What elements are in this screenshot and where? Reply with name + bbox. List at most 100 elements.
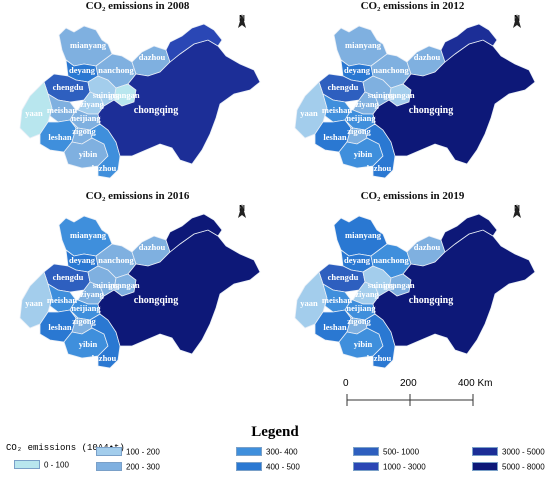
label-suining: suining (368, 90, 395, 100)
label-nanchong: nanchong (373, 65, 409, 75)
north-arrow-icon: N (511, 14, 523, 28)
label-chongqing: chongqing (134, 295, 178, 306)
label-neijiang: neijiang (71, 303, 101, 313)
label-chengdu: chengdu (53, 272, 84, 282)
label-suining: suining (93, 280, 120, 290)
legend-label: 200 - 300 (126, 462, 160, 472)
label-luzhou: luzhou (367, 353, 392, 363)
legend-title: Legend (251, 424, 299, 440)
label-luzhou: luzhou (367, 163, 392, 173)
label-yibin: yibin (79, 149, 98, 159)
label-ziyang: ziyang (355, 99, 379, 109)
label-chengdu: chengdu (328, 272, 359, 282)
label-chongqing: chongqing (409, 295, 453, 306)
label-guangan: guangan (383, 280, 414, 290)
legend-label: 300- 400 (266, 447, 298, 457)
label-leshan: leshan (323, 322, 346, 332)
label-suining: suining (93, 90, 120, 100)
legend-label: 400 - 500 (266, 462, 300, 472)
label-mianyang: mianyang (345, 40, 382, 50)
panel-title: CO₂ emissions in 2016 (85, 190, 190, 202)
label-nanchong: nanchong (373, 255, 409, 265)
label-meishan: meishan (47, 295, 78, 305)
legend-label: 5000 - 8000 (502, 462, 545, 472)
label-yibin: yibin (354, 149, 373, 159)
legend-label: 500- 1000 (383, 447, 420, 457)
label-meishan: meishan (47, 105, 78, 115)
scale-tick-400: 400 Km (458, 378, 493, 389)
label-leshan: leshan (48, 132, 71, 142)
label-guangan: guangan (108, 280, 139, 290)
scale-tick-200: 200 (400, 378, 417, 389)
label-mianyang: mianyang (70, 230, 107, 240)
label-dazhou: dazhou (139, 242, 166, 252)
legend-swatch (472, 447, 498, 457)
label-deyang: deyang (344, 65, 371, 75)
label-zigong: zigong (72, 316, 96, 326)
label-deyang: deyang (69, 255, 96, 265)
north-arrow-icon: N (236, 14, 248, 28)
label-neijiang: neijiang (346, 303, 376, 313)
map-panel-2: CO₂ emissions in 2016 mianyang deyang cheng… (0, 190, 275, 380)
region-north (440, 213, 498, 253)
label-deyang: deyang (344, 255, 371, 265)
legend-swatch (472, 462, 498, 472)
legend-item: 0 - 100 (14, 460, 69, 470)
legend-label: 0 - 100 (44, 460, 69, 470)
scale-tick-0: 0 (343, 378, 349, 389)
legend-swatch (236, 462, 262, 472)
label-yaan: yaan (25, 108, 43, 118)
scale-bar: 0 200 400 Km (335, 378, 495, 418)
label-ziyang: ziyang (355, 289, 379, 299)
region-north (165, 213, 223, 253)
label-mianyang: mianyang (345, 230, 382, 240)
label-meishan: meishan (322, 295, 353, 305)
label-nanchong: nanchong (98, 255, 134, 265)
label-yaan: yaan (25, 298, 43, 308)
legend-swatch (236, 447, 262, 457)
label-dazhou: dazhou (139, 52, 166, 62)
label-leshan: leshan (48, 322, 71, 332)
legend-swatch (353, 447, 379, 457)
label-meishan: meishan (322, 105, 353, 115)
label-chongqing: chongqing (134, 105, 178, 116)
label-dazhou: dazhou (414, 52, 441, 62)
panel-title: CO₂ emissions in 2019 (360, 190, 465, 202)
legend-swatch (96, 447, 122, 457)
legend-units: CO₂ emissions (10^4•t) (6, 443, 125, 453)
legend-item: 500- 1000 (353, 447, 419, 457)
label-yaan: yaan (300, 298, 318, 308)
label-luzhou: luzhou (92, 353, 117, 363)
region-north (165, 23, 223, 63)
legend-item: 300- 400 (236, 447, 298, 457)
label-guangan: guangan (108, 90, 139, 100)
label-dazhou: dazhou (414, 242, 441, 252)
panel-title: CO₂ emissions in 2008 (85, 0, 190, 12)
label-zigong: zigong (347, 126, 371, 136)
panel-title: CO₂ emissions in 2012 (360, 0, 465, 12)
label-deyang: deyang (69, 65, 96, 75)
legend-item: 5000 - 8000 (472, 462, 545, 472)
legend-label: 3000 - 5000 (502, 447, 545, 457)
legend-swatch (96, 462, 122, 472)
label-yibin: yibin (354, 339, 373, 349)
north-arrow-icon: N (236, 204, 248, 218)
label-chengdu: chengdu (53, 82, 84, 92)
label-yibin: yibin (79, 339, 98, 349)
label-nanchong: nanchong (98, 65, 134, 75)
region-north (440, 23, 498, 63)
label-yaan: yaan (300, 108, 318, 118)
label-mianyang: mianyang (70, 40, 107, 50)
label-neijiang: neijiang (346, 113, 376, 123)
label-guangan: guangan (383, 90, 414, 100)
label-ziyang: ziyang (80, 289, 104, 299)
legend-swatch (353, 462, 379, 472)
choropleth-map: mianyang deyang chengdu yaan meishan leshan zi… (294, 213, 536, 369)
label-ziyang: ziyang (80, 99, 104, 109)
north-arrow-icon: N (511, 204, 523, 218)
legend-label: 100 - 200 (126, 447, 160, 457)
label-chengdu: chengdu (328, 82, 359, 92)
label-chongqing: chongqing (409, 105, 453, 116)
